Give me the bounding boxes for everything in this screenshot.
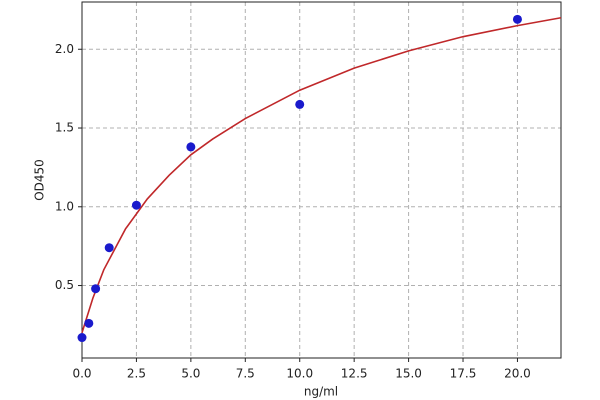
y-axis-label: OD450 [33,159,47,201]
data-point [84,318,94,328]
data-point [104,243,114,253]
x-tick-label: 7.5 [236,367,255,381]
y-tick-label: 2.0 [55,42,74,56]
x-tick-label: 17.5 [450,367,477,381]
x-tick-label: 5.0 [181,367,200,381]
x-tick-label: 2.5 [127,367,146,381]
data-point [131,200,141,210]
data-point [295,99,305,109]
plot-frame [81,1,562,359]
x-tick-label: 0.0 [72,367,91,381]
data-point [186,142,196,152]
data-point [512,14,522,24]
x-tick-label: 20.0 [504,367,531,381]
y-tick-label: 1.5 [55,121,74,135]
data-point [77,333,87,343]
x-tick-label: 10.0 [286,367,313,381]
y-tick-label: 0.5 [55,278,74,292]
x-tick-label: 12.5 [341,367,368,381]
y-tick-label: 1.0 [55,199,74,213]
x-tick-label: 15.0 [395,367,422,381]
fit-curve [81,16,562,334]
x-axis-label: ng/ml [304,385,338,399]
data-point [91,284,101,294]
